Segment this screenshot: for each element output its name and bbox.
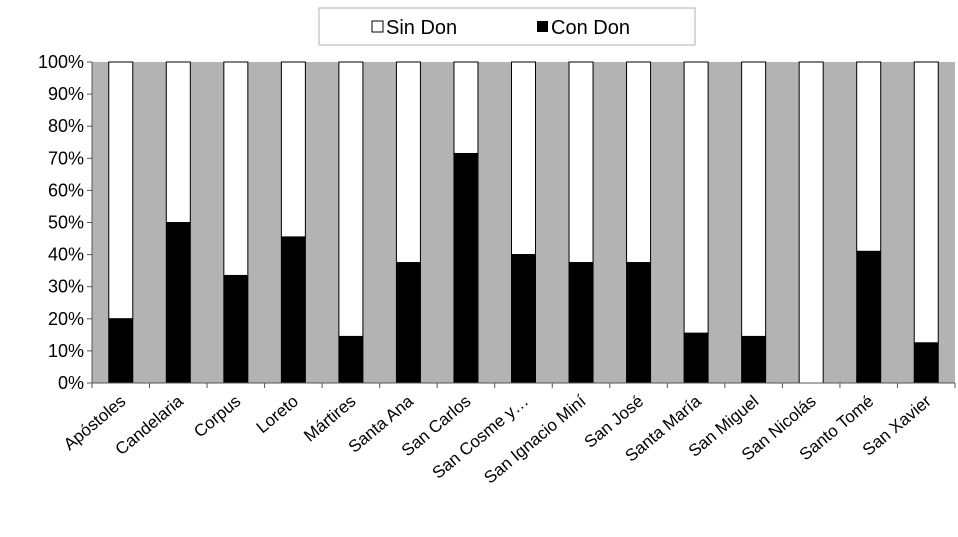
bar-con-don bbox=[856, 250, 882, 384]
y-tick-label: 20% bbox=[48, 309, 84, 329]
x-category-label: San Cosme y… bbox=[429, 392, 532, 483]
y-tick-label: 70% bbox=[48, 148, 84, 168]
bar-con-don bbox=[108, 318, 134, 384]
bar-sin-don bbox=[453, 61, 479, 154]
bar-sin-don bbox=[280, 61, 306, 238]
bar-con-don bbox=[626, 262, 652, 384]
bar-sin-don bbox=[683, 61, 709, 334]
y-tick-label: 10% bbox=[48, 341, 84, 361]
bar-sin-don bbox=[913, 61, 939, 344]
legend-swatch-sin-don bbox=[371, 20, 384, 33]
bar-con-don bbox=[223, 274, 249, 384]
bar-sin-don bbox=[798, 61, 824, 384]
bar-con-don bbox=[280, 236, 306, 384]
bar-con-don bbox=[741, 335, 767, 384]
bar-sin-don bbox=[856, 61, 882, 252]
x-category-label: San Ignacio Miní bbox=[480, 391, 589, 487]
bar-sin-don bbox=[108, 61, 134, 320]
axes bbox=[87, 61, 956, 388]
bar-sin-don bbox=[223, 61, 249, 276]
bar-sin-don bbox=[741, 61, 767, 337]
bar-sin-don bbox=[626, 61, 652, 264]
y-tick-label: 30% bbox=[48, 277, 84, 297]
bar-con-don bbox=[913, 342, 939, 384]
bar-sin-don bbox=[395, 61, 421, 264]
bar-con-don bbox=[395, 262, 421, 384]
legend: Sin Don Con Don bbox=[318, 7, 696, 46]
y-tick-label: 40% bbox=[48, 245, 84, 265]
y-tick-label: 60% bbox=[48, 180, 84, 200]
bar-sin-don bbox=[511, 61, 536, 256]
bar-sin-don bbox=[338, 61, 364, 337]
bar-sin-don bbox=[568, 61, 594, 264]
y-tick-label: 100% bbox=[38, 52, 84, 72]
y-axis-tick-labels: 0% 10% 20% 30% 40% 50% 60% 70% 80% 90% 100% bbox=[38, 52, 84, 393]
bars bbox=[108, 61, 939, 384]
y-tick-label: 80% bbox=[48, 116, 84, 136]
bar-con-don bbox=[338, 335, 364, 384]
y-tick-label: 50% bbox=[48, 213, 84, 233]
y-tick-label: 90% bbox=[48, 84, 84, 104]
legend-swatch-con-don bbox=[537, 21, 548, 32]
legend-label-con-don: Con Don bbox=[551, 17, 630, 39]
y-tick-label: 0% bbox=[58, 373, 84, 393]
x-category-label: Corpus bbox=[190, 392, 244, 442]
bar-con-don bbox=[568, 262, 594, 384]
bar-sin-don bbox=[165, 61, 191, 223]
x-category-label: Loreto bbox=[253, 392, 302, 438]
bar-con-don bbox=[683, 332, 709, 384]
bar-con-don bbox=[453, 152, 479, 384]
bar-con-don bbox=[511, 254, 536, 384]
legend-label-sin-don: Sin Don bbox=[386, 17, 457, 39]
bar-con-don bbox=[165, 222, 191, 384]
